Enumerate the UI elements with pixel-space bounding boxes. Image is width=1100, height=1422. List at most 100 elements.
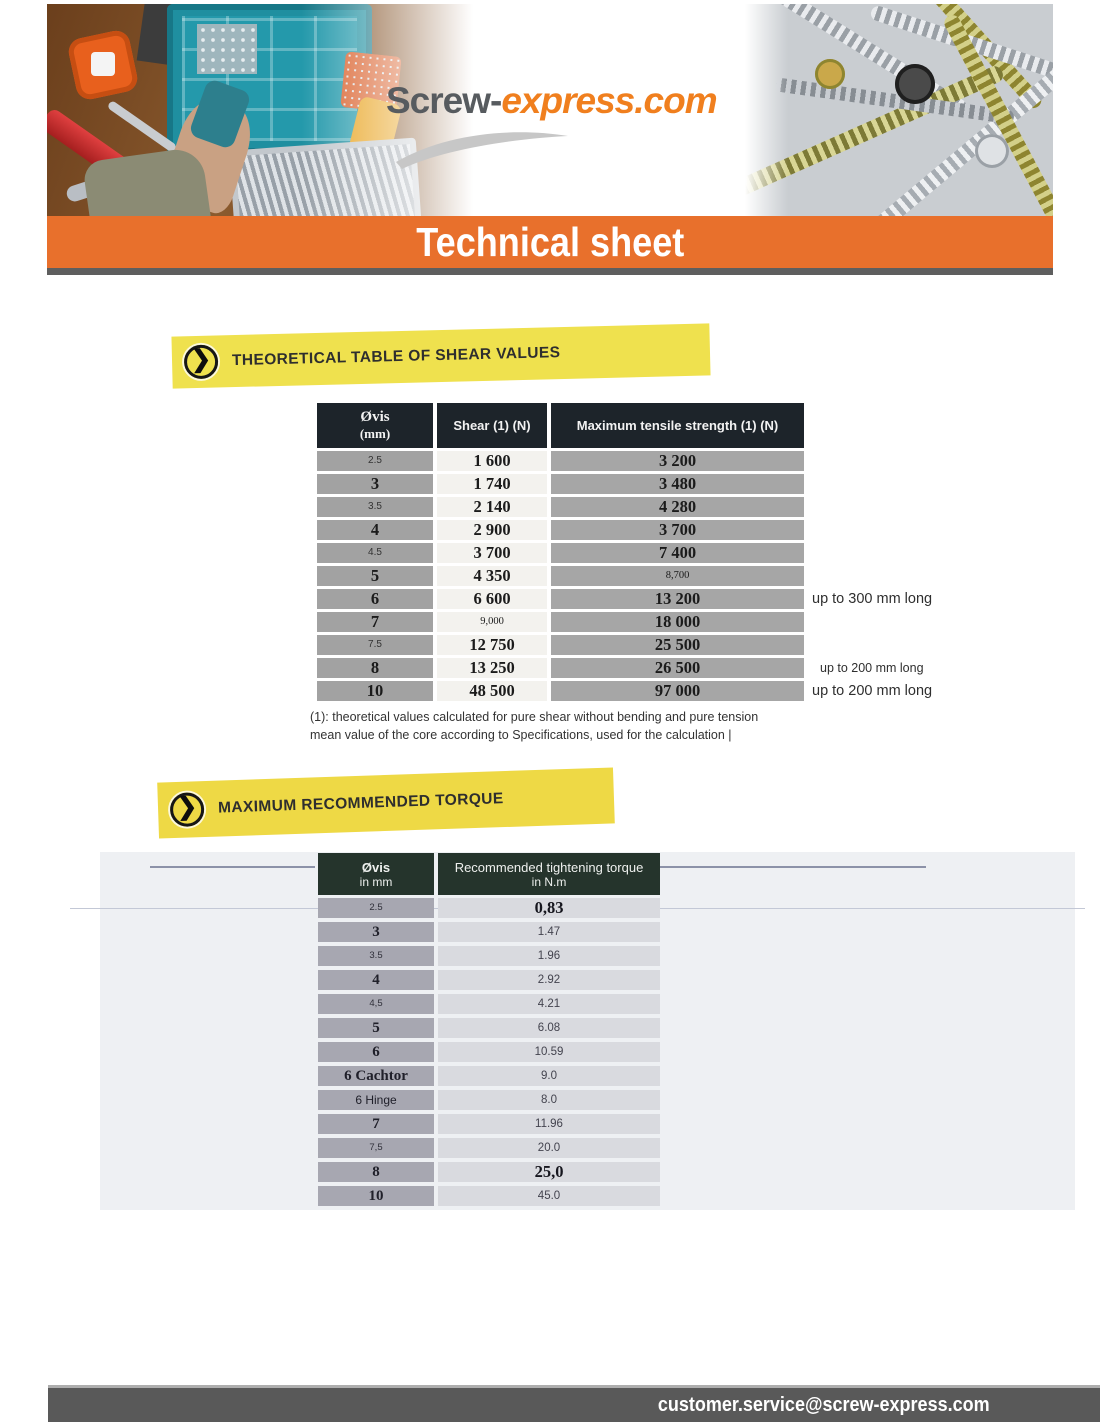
shear-footnote: (1): theoretical values calculated for p… (310, 708, 758, 744)
header-torque-line2: in N.m (531, 874, 567, 889)
shear-cell: 1 600 (437, 451, 547, 471)
shear-cell: 48 500 (437, 681, 547, 701)
torque-cell: 20.0 (438, 1138, 660, 1158)
shear-cell: 9,000 (437, 612, 547, 632)
header-dia-line1: Øvis (360, 409, 390, 425)
dia-cell: 2.5 (318, 898, 434, 918)
shear-table-row: 7 9,000 18 000 (317, 612, 804, 632)
torque-cell: 1.96 (438, 946, 660, 966)
length-note: up to 200 mm long (820, 661, 924, 675)
tensile-cell: 26 500 (551, 658, 804, 678)
shear-cell: 3 700 (437, 543, 547, 563)
torque-cell: 4.21 (438, 994, 660, 1014)
shear-table-header: Øvis (mm) Shear (1) (N) Maximum tensile … (317, 403, 804, 448)
torque-table-row: 7,5 20.0 (318, 1138, 660, 1158)
photo-fade-overlay (745, 4, 1053, 216)
header-tensile-label: Maximum tensile strength (1) (N) (576, 418, 779, 433)
dia-cell: 7,5 (318, 1138, 434, 1158)
shear-cell: 12 750 (437, 635, 547, 655)
shear-cell: 13 250 (437, 658, 547, 678)
shear-cell: 2 140 (437, 497, 547, 517)
torque-table-row: 6 Hinge 8.0 (318, 1090, 660, 1110)
length-note: up to 200 mm long (812, 683, 933, 699)
torque-cell: 1.47 (438, 922, 660, 942)
torque-heading-label: MAXIMUM RECOMMENDED TORQUE (217, 790, 504, 817)
header-shear-label: Shear (1) (N) (453, 418, 531, 433)
workbench-photo (47, 4, 510, 216)
dia-cell: 4 (317, 520, 433, 540)
shear-section-heading: ❯ THEORETICAL TABLE OF SHEAR VALUES (171, 323, 711, 389)
shear-cell: 2 900 (437, 520, 547, 540)
dia-cell: 5 (318, 1018, 434, 1038)
dia-cell: 7.5 (317, 635, 433, 655)
dia-cell: 4 (318, 970, 434, 990)
tensile-cell: 97 000 (551, 681, 804, 701)
dia-cell: 10 (318, 1186, 434, 1206)
shear-cell: 1 740 (437, 474, 547, 494)
torque-cell: 6.08 (438, 1018, 660, 1038)
dia-cell: 3.5 (318, 946, 434, 966)
tensile-cell: 18 000 (551, 612, 804, 632)
tensile-cell: 3 200 (551, 451, 804, 471)
torque-table-header: Øvis in mm Recommended tightening torque… (318, 853, 660, 895)
dia-cell: 6 (317, 589, 433, 609)
screws-pile-photo (745, 4, 1053, 216)
torque-table-row: 8 25,0 (318, 1162, 660, 1182)
tensile-cell: 3 700 (551, 520, 804, 540)
header-dia-line1: Øvis (361, 859, 391, 875)
torque-cell: 0,83 (438, 898, 660, 918)
torque-table: Øvis in mm Recommended tightening torque… (318, 853, 660, 1210)
shear-values-table: Øvis (mm) Shear (1) (N) Maximum tensile … (317, 403, 932, 704)
header-torque-line1: Recommended tightening torque (454, 859, 644, 875)
customer-service-email: customer.service@screw-express.com (658, 1393, 990, 1416)
dia-cell: 7 (318, 1114, 434, 1134)
dia-cell: 6 Cachtor (318, 1066, 434, 1086)
shear-table-row: 2.5 1 600 3 200 (317, 451, 804, 471)
scan-artifact-line (150, 866, 315, 868)
title-underline-strip (47, 268, 1053, 275)
logo-text-gray: Screw- (386, 80, 502, 121)
torque-table-row: 3 1.47 (318, 922, 660, 942)
page-title: Technical sheet (415, 218, 685, 265)
tensile-cell: 7 400 (551, 543, 804, 563)
dia-cell: 8 (317, 658, 433, 678)
torque-cell: 45.0 (438, 1186, 660, 1206)
shear-cell: 4 350 (437, 566, 547, 586)
logo-swoosh-icon (396, 132, 568, 169)
shear-table-row: 7.5 12 750 25 500 (317, 635, 804, 655)
shear-table-row: 3.5 2 140 4 280 (317, 497, 804, 517)
header-dia-line2: in mm (359, 874, 393, 889)
photo-fade-overlay (47, 4, 510, 216)
dia-cell: 8 (318, 1162, 434, 1182)
footnote-line1: (1): theoretical values calculated for p… (310, 710, 759, 724)
header-dia: Øvis (mm) (317, 403, 433, 448)
torque-table-row: 7 11.96 (318, 1114, 660, 1134)
tensile-cell: 8,700 (551, 566, 804, 586)
footnote-line2: mean value of the core according to Spec… (310, 728, 732, 743)
torque-table-row: 4,5 4.21 (318, 994, 660, 1014)
shear-table-row: 4.5 3 700 7 400 (317, 543, 804, 563)
length-note: up to 300 mm long (812, 591, 933, 607)
dia-cell: 6 (318, 1042, 434, 1062)
shear-table-row: 8 13 250 26 500 up to 200 mm long (317, 658, 924, 678)
torque-table-row: 4 2.92 (318, 970, 660, 990)
header-dia-line2: (mm) (359, 426, 391, 441)
header-shear: Shear (1) (N) (437, 403, 547, 448)
dia-cell: 6 Hinge (318, 1090, 434, 1110)
dia-cell: 4,5 (318, 994, 434, 1014)
shear-table-row: 10 48 500 97 000 up to 200 mm long (317, 681, 932, 701)
torque-table-row: 10 45.0 (318, 1186, 660, 1206)
dia-cell: 3 (318, 922, 434, 942)
torque-table-row: 5 6.08 (318, 1018, 660, 1038)
torque-cell: 8.0 (438, 1090, 660, 1110)
torque-table-row: 3.5 1.96 (318, 946, 660, 966)
dia-cell: 5 (317, 566, 433, 586)
dia-cell: 3 (317, 474, 433, 494)
shear-cell: 6 600 (437, 589, 547, 609)
brand-logo: Screw-express.com (386, 80, 718, 122)
chevron-right-icon: ❯ (169, 792, 205, 828)
scan-artifact-line (660, 866, 926, 868)
torque-cell: 9.0 (438, 1066, 660, 1086)
